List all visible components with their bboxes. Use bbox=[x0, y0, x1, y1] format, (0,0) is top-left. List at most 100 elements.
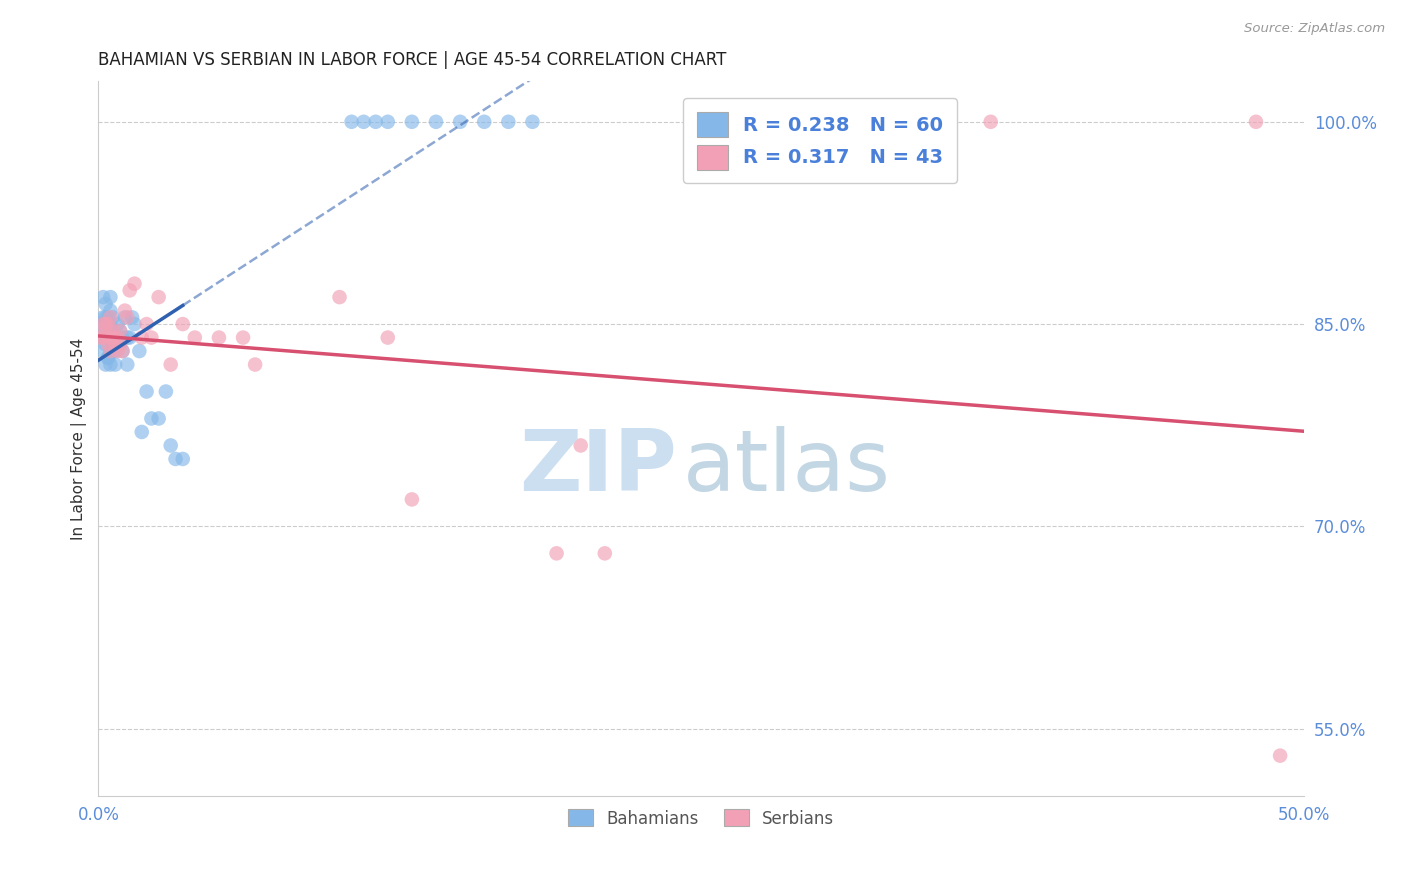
Point bbox=[546, 546, 568, 560]
Point bbox=[97, 337, 120, 351]
Point bbox=[107, 330, 129, 344]
Point bbox=[97, 317, 120, 331]
Text: BAHAMIAN VS SERBIAN IN LABOR FORCE | AGE 45-54 CORRELATION CHART: BAHAMIAN VS SERBIAN IN LABOR FORCE | AGE… bbox=[98, 51, 727, 69]
Text: atlas: atlas bbox=[683, 425, 891, 508]
Point bbox=[340, 115, 363, 129]
Point bbox=[104, 330, 127, 344]
Point bbox=[97, 351, 120, 365]
Point bbox=[94, 358, 117, 372]
Point bbox=[97, 330, 120, 344]
Point bbox=[108, 324, 131, 338]
Point bbox=[94, 297, 117, 311]
Point bbox=[124, 317, 146, 331]
Point bbox=[90, 330, 112, 344]
Point bbox=[94, 337, 117, 351]
Point bbox=[100, 310, 122, 325]
Point bbox=[101, 310, 124, 325]
Point bbox=[131, 425, 153, 439]
Point bbox=[104, 344, 127, 359]
Point bbox=[94, 317, 117, 331]
Point bbox=[522, 115, 544, 129]
Point bbox=[114, 303, 136, 318]
Point bbox=[100, 358, 122, 372]
Point bbox=[135, 317, 157, 331]
Point bbox=[980, 115, 1002, 129]
Point bbox=[91, 344, 114, 359]
Point bbox=[97, 330, 120, 344]
Point bbox=[117, 330, 139, 344]
Point bbox=[91, 310, 114, 325]
Point bbox=[1268, 748, 1291, 763]
Point bbox=[97, 310, 120, 325]
Point bbox=[148, 290, 170, 304]
Point bbox=[498, 115, 520, 129]
Point bbox=[104, 330, 127, 344]
Point bbox=[100, 317, 122, 331]
Point bbox=[117, 358, 139, 372]
Point bbox=[94, 324, 117, 338]
Point bbox=[100, 330, 122, 344]
Point bbox=[117, 310, 139, 325]
Text: Source: ZipAtlas.com: Source: ZipAtlas.com bbox=[1244, 22, 1385, 36]
Point bbox=[159, 438, 181, 452]
Point bbox=[172, 452, 194, 467]
Point bbox=[108, 324, 131, 338]
Point bbox=[108, 337, 131, 351]
Point bbox=[118, 284, 141, 298]
Point bbox=[425, 115, 447, 129]
Point bbox=[94, 310, 117, 325]
Point bbox=[401, 115, 423, 129]
Point bbox=[243, 358, 266, 372]
Point bbox=[232, 330, 254, 344]
Point bbox=[100, 344, 122, 359]
Point bbox=[100, 324, 122, 338]
Point bbox=[131, 330, 153, 344]
Point bbox=[208, 330, 231, 344]
Point bbox=[593, 546, 616, 560]
Point bbox=[97, 317, 120, 331]
Point bbox=[1244, 115, 1267, 129]
Point bbox=[90, 330, 112, 344]
Point bbox=[128, 344, 150, 359]
Point bbox=[91, 290, 114, 304]
Point bbox=[184, 330, 207, 344]
Point bbox=[118, 330, 141, 344]
Point bbox=[101, 330, 124, 344]
Point bbox=[108, 337, 131, 351]
Point bbox=[101, 324, 124, 338]
Point bbox=[364, 115, 387, 129]
Y-axis label: In Labor Force | Age 45-54: In Labor Force | Age 45-54 bbox=[72, 337, 87, 540]
Point bbox=[449, 115, 471, 129]
Point bbox=[472, 115, 495, 129]
Point bbox=[121, 310, 143, 325]
Point bbox=[100, 303, 122, 318]
Point bbox=[111, 344, 134, 359]
Point bbox=[377, 115, 399, 129]
Point bbox=[353, 115, 375, 129]
Point bbox=[104, 337, 127, 351]
Point bbox=[91, 317, 114, 331]
Point bbox=[101, 324, 124, 338]
Point bbox=[111, 344, 134, 359]
Point bbox=[377, 330, 399, 344]
Text: ZIP: ZIP bbox=[519, 425, 678, 508]
Point bbox=[155, 384, 177, 399]
Point bbox=[107, 317, 129, 331]
Point bbox=[94, 330, 117, 344]
Legend: Bahamians, Serbians: Bahamians, Serbians bbox=[561, 803, 841, 834]
Point bbox=[124, 277, 146, 291]
Point bbox=[159, 358, 181, 372]
Point bbox=[100, 344, 122, 359]
Point bbox=[100, 290, 122, 304]
Point bbox=[91, 330, 114, 344]
Point bbox=[97, 351, 120, 365]
Point bbox=[101, 344, 124, 359]
Point bbox=[141, 330, 163, 344]
Point bbox=[569, 438, 592, 452]
Point bbox=[165, 452, 187, 467]
Point bbox=[90, 317, 112, 331]
Point bbox=[114, 310, 136, 325]
Point bbox=[135, 384, 157, 399]
Point bbox=[172, 317, 194, 331]
Point bbox=[401, 492, 423, 507]
